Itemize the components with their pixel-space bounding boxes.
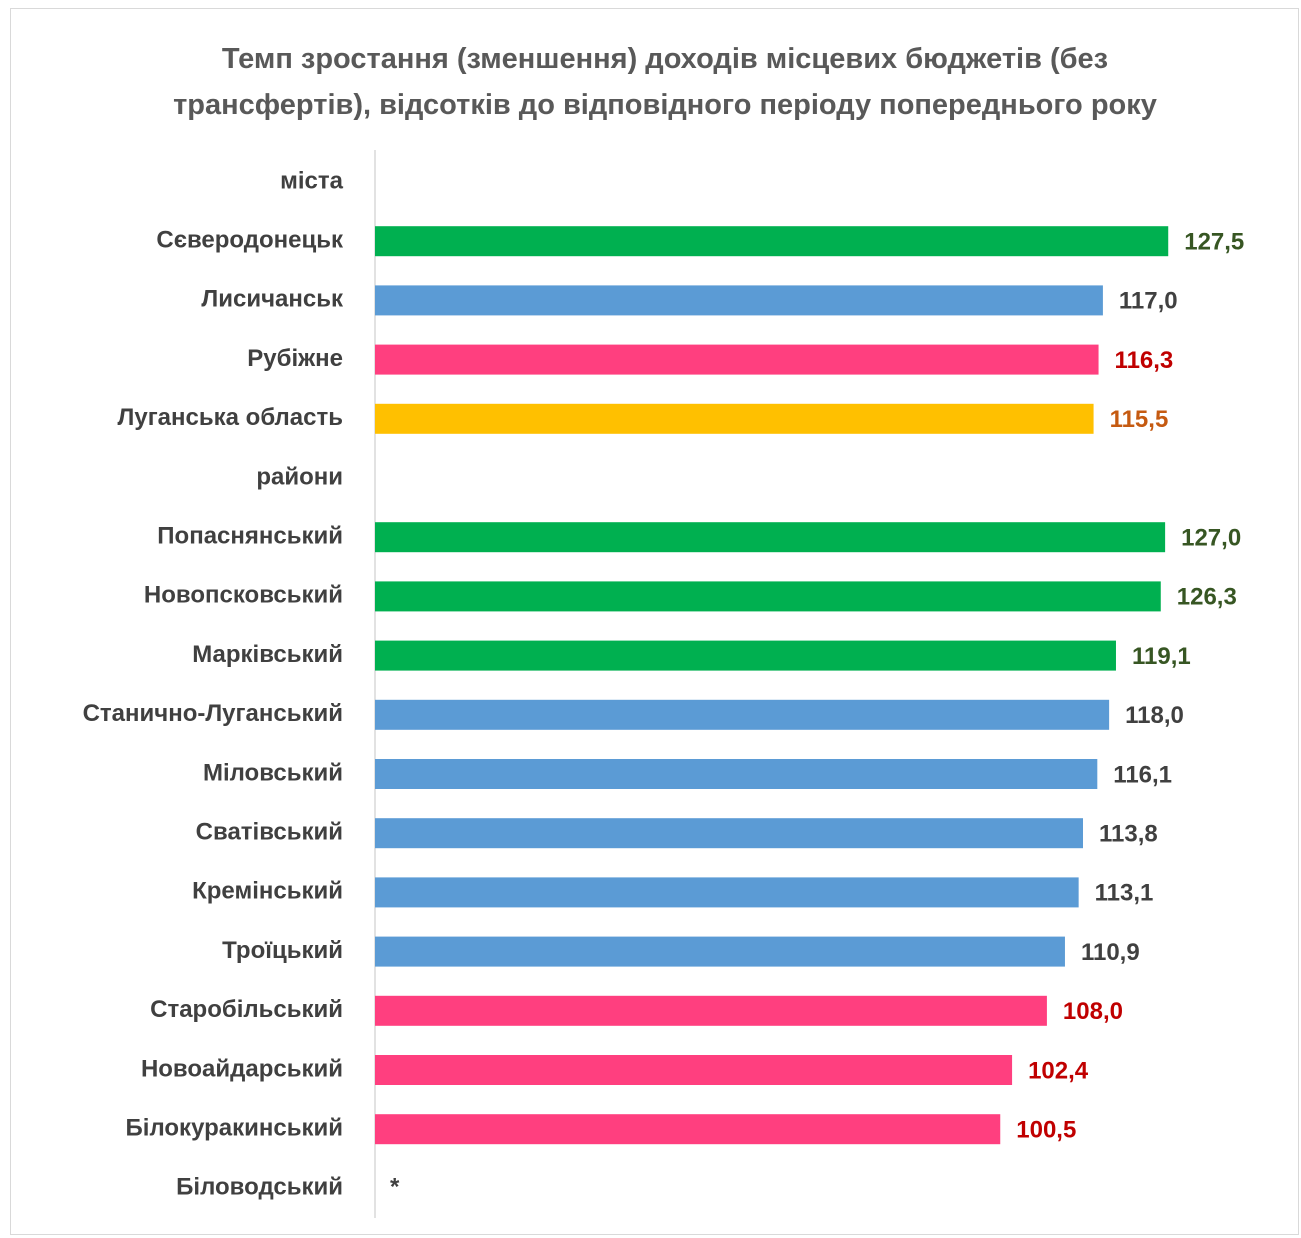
data-label: 115,5	[1110, 406, 1169, 433]
y-tick-label: Білокуракинський	[126, 1115, 343, 1142]
bar	[375, 818, 1083, 849]
bar	[375, 581, 1161, 612]
data-label: 117,0	[1119, 288, 1178, 315]
y-tick-label: Марківський	[192, 641, 343, 668]
y-tick-label: Сватівський	[196, 819, 343, 846]
bar	[375, 344, 1099, 375]
bar	[375, 1114, 1001, 1145]
y-tick-label: Сєверодонецьк	[156, 227, 344, 254]
y-tick-label: Лисичанськ	[201, 286, 344, 313]
bar	[375, 936, 1065, 967]
data-label: 126,3	[1177, 584, 1237, 611]
bar	[375, 522, 1166, 553]
bar	[375, 285, 1103, 316]
annotation: *	[390, 1174, 400, 1201]
data-label: 100,5	[1016, 1117, 1076, 1144]
data-label: 102,4	[1028, 1057, 1089, 1084]
data-label: 118,0	[1125, 702, 1184, 729]
y-tick-label: Новопсковський	[144, 582, 343, 609]
bar	[375, 640, 1116, 671]
y-tick-label: Попаснянський	[157, 523, 343, 550]
bar	[375, 699, 1110, 730]
bar	[375, 877, 1079, 908]
frame	[10, 8, 1299, 1235]
bar	[375, 403, 1094, 434]
y-tick-label: Міловський	[203, 759, 343, 786]
data-label: 113,8	[1099, 821, 1158, 848]
data-label: 116,1	[1113, 761, 1172, 788]
y-tick-label: міста	[280, 167, 344, 194]
y-tick-label: Станично-Луганський	[83, 700, 343, 727]
bar	[375, 759, 1098, 789]
bar	[375, 1055, 1013, 1085]
y-tick-label: Біловодський	[176, 1174, 343, 1201]
y-tick-label: Троїцький	[222, 937, 343, 964]
y-tick-label: Новоайдарський	[141, 1055, 343, 1082]
data-label: 127,0	[1181, 525, 1241, 552]
bar	[375, 226, 1169, 257]
data-label: 113,1	[1095, 880, 1154, 907]
y-tick-label: Старобільський	[150, 996, 343, 1023]
data-label: 119,1	[1132, 643, 1191, 670]
y-tick-label: Кремінський	[192, 878, 343, 905]
data-label: 108,0	[1063, 998, 1123, 1025]
chart-title: Темп зростання (зменшення) доходів місце…	[173, 43, 1157, 121]
y-tick-label: Рубіжне	[247, 345, 343, 372]
data-label: 127,5	[1184, 229, 1244, 256]
y-tick-label: райони	[256, 463, 343, 490]
y-tick-label: Луганська область	[118, 404, 344, 431]
data-label: 110,9	[1081, 939, 1140, 966]
data-label: 116,3	[1115, 347, 1174, 374]
bar	[375, 995, 1047, 1026]
